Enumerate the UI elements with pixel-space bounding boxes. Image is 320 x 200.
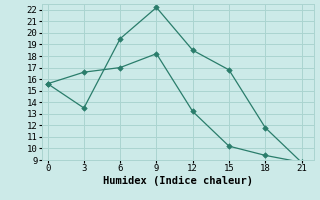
X-axis label: Humidex (Indice chaleur): Humidex (Indice chaleur) xyxy=(103,176,252,186)
